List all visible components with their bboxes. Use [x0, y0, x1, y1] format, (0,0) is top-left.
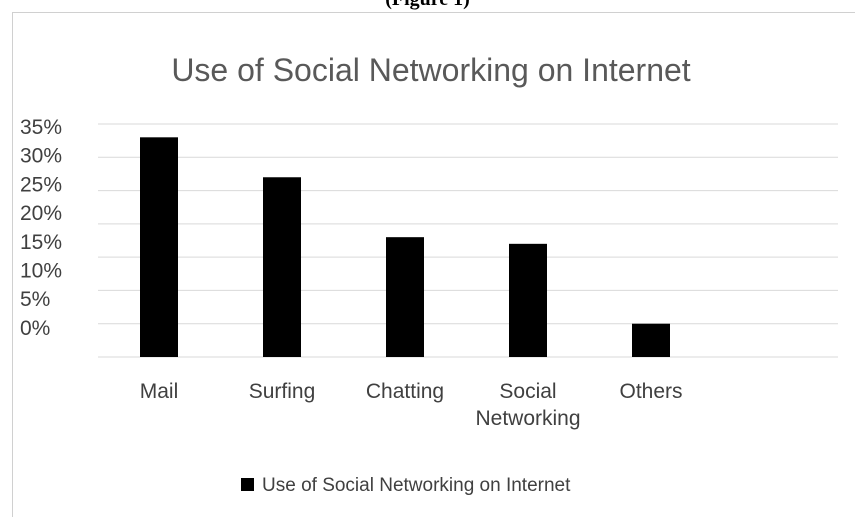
- bars: [140, 137, 670, 357]
- y-tick-label: 25%: [20, 173, 62, 196]
- bar: [140, 137, 178, 357]
- y-tick-label: 30%: [20, 145, 62, 168]
- y-tick-label: 10%: [20, 260, 62, 283]
- x-category-label: Chatting: [366, 380, 444, 403]
- x-category-label: Mail: [140, 380, 179, 403]
- bar: [632, 323, 670, 357]
- x-axis-category-labels: Mail Surfing Chatting Social Networking Other…: [140, 380, 683, 430]
- y-tick-label: 0%: [20, 317, 50, 340]
- x-category-label: Networking: [475, 407, 580, 430]
- bar: [263, 177, 301, 357]
- figure-caption: (Figure 1): [0, 0, 855, 10]
- bar: [509, 243, 547, 357]
- gridlines: [98, 123, 838, 358]
- y-tick-label: 5%: [20, 288, 50, 311]
- x-category-label: Others: [619, 380, 682, 403]
- x-category-label: Social: [499, 380, 556, 403]
- legend-label: Use of Social Networking on Internet: [262, 475, 571, 496]
- y-axis-tick-labels: 35% 30% 25% 20% 15% 10% 5% 0%: [20, 116, 62, 340]
- legend: Use of Social Networking on Internet: [241, 475, 571, 496]
- y-tick-label: 20%: [20, 202, 62, 225]
- legend-swatch: [241, 478, 254, 491]
- y-tick-label: 15%: [20, 231, 62, 254]
- x-category-label: Surfing: [249, 380, 316, 403]
- y-tick-label: 35%: [20, 116, 62, 139]
- bar: [386, 237, 424, 357]
- chart-title: Use of Social Networking on Internet: [171, 52, 690, 88]
